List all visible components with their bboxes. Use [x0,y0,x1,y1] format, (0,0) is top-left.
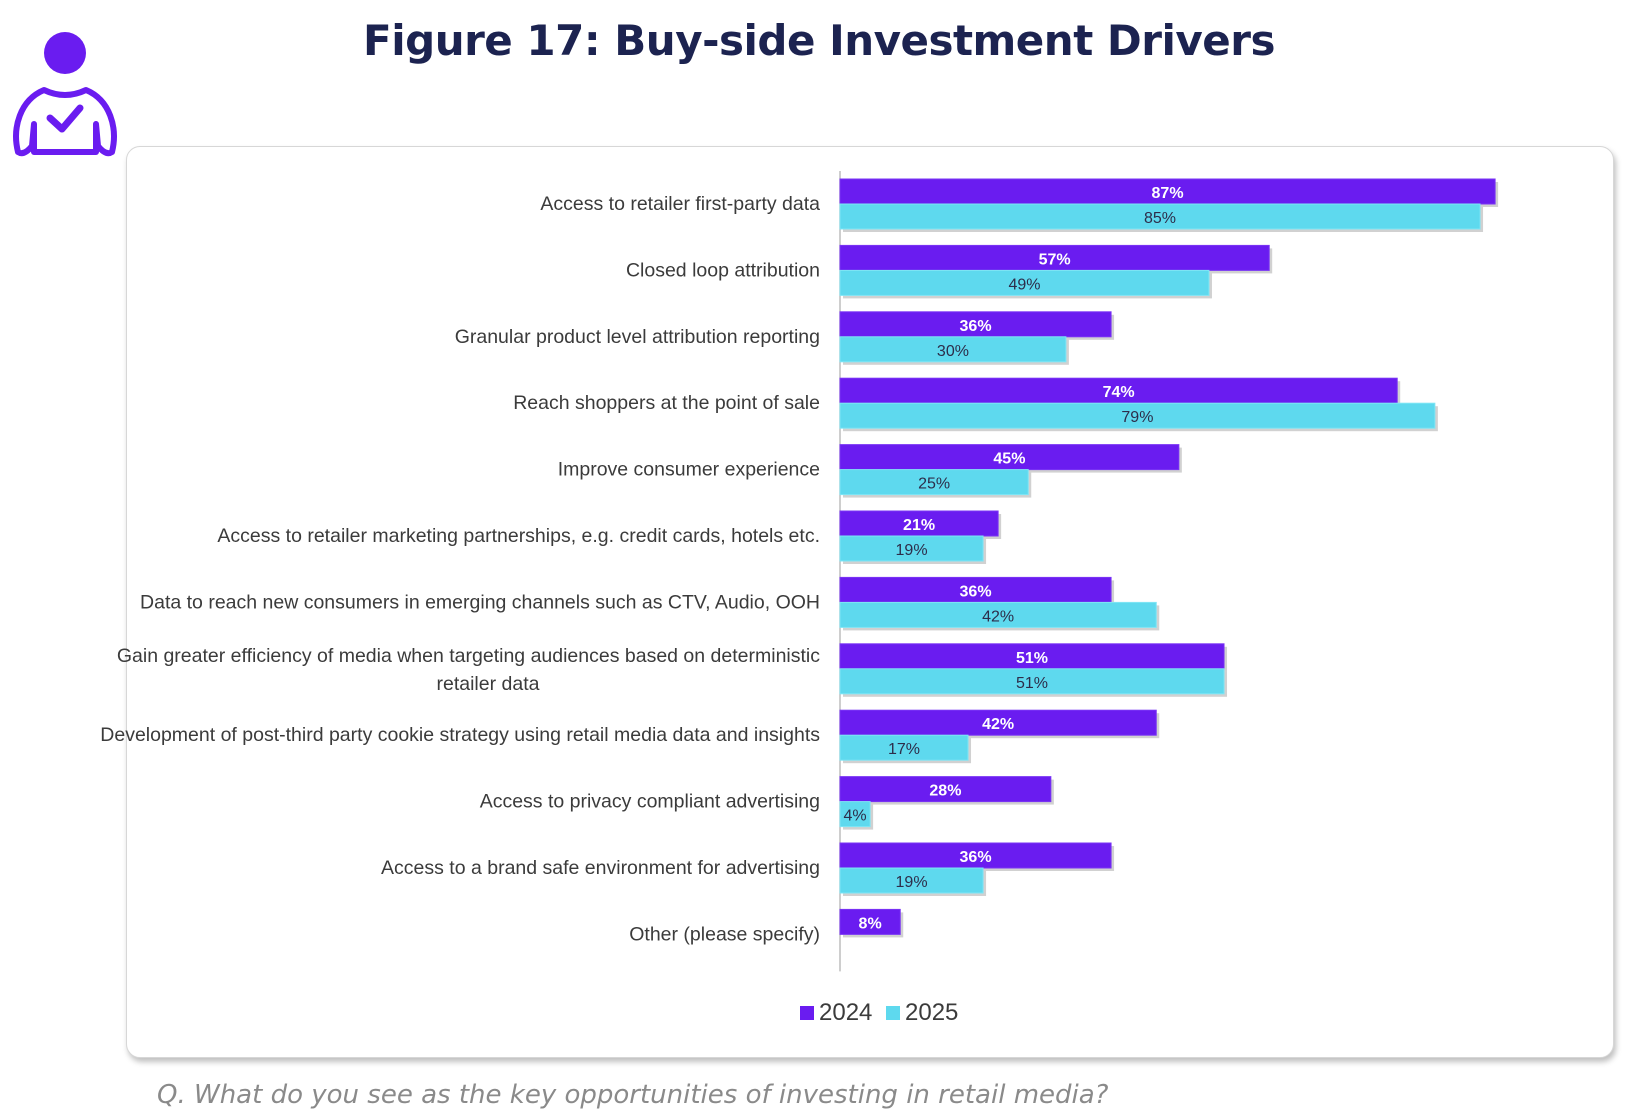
bar-2025 [839,867,984,894]
data-label: 85% [1144,210,1176,227]
bar-2024 [839,510,999,537]
data-label: 74% [1103,384,1135,401]
bar-2025 [839,203,1481,230]
data-label: 57% [1039,251,1071,268]
data-label: 42% [982,716,1014,733]
legend-label: 2024 [819,999,872,1026]
bar-2024 [839,244,1270,271]
category-label: Improve consumer experience [558,459,820,481]
category-label-line: retailer data [437,673,540,695]
category-label: Gain greater efficiency of media when ta… [117,645,820,695]
data-label: 79% [1121,409,1153,426]
bar-2024 [839,908,901,935]
bar-2025 [839,469,1029,496]
bar-2025 [839,269,1210,296]
bar-2025 [839,668,1225,695]
category-label-line: Gain greater efficiency of media when ta… [117,645,820,667]
bar-2025 [839,734,969,761]
person-check-icon [13,32,117,157]
data-label: 42% [982,608,1014,625]
bar-2024 [839,643,1225,670]
category-label: Data to reach new consumers in emerging … [140,591,820,613]
data-label: 19% [896,542,928,559]
data-label: 36% [960,849,992,866]
survey-question: Q. What do you see as the key opportunit… [157,1080,1109,1110]
category-label: Closed loop attribution [626,259,820,281]
bar-2024 [839,842,1112,869]
bar-2024 [839,311,1112,338]
data-label: 28% [929,783,961,800]
legend-swatch-2024 [800,1006,814,1020]
data-label: 21% [903,517,935,534]
category-label: Access to retailer first-party data [540,193,820,215]
legend-swatch-2025 [886,1006,900,1020]
category-label: Access to retailer marketing partnership… [217,525,820,547]
bar-2024 [839,178,1496,205]
bar-2024 [839,444,1180,471]
bar-2024 [839,576,1112,603]
data-label: 51% [1016,675,1048,692]
data-label: 19% [896,874,928,891]
data-label: 30% [937,343,969,360]
data-label: 17% [888,741,920,758]
bar-2024 [839,776,1052,803]
chart-title: Figure 17: Buy-side Investment Drivers [363,16,1275,65]
category-label: Reach shoppers at the point of sale [513,392,820,414]
bar-2025 [839,402,1436,429]
category-label: Access to a brand safe environment for a… [381,857,820,879]
legend-label: 2025 [905,999,958,1026]
category-label: Granular product level attribution repor… [455,326,820,348]
category-label: Other (please specify) [629,923,820,945]
bar-2025 [839,801,871,828]
category-label: Access to privacy compliant advertising [480,791,820,813]
data-label: 36% [960,583,992,600]
data-label: 36% [960,318,992,335]
category-label: Development of post-third party cookie s… [100,724,820,746]
data-label: 8% [859,915,882,932]
data-label: 49% [1008,276,1040,293]
data-label: 51% [1016,650,1048,667]
data-label: 4% [843,808,866,825]
data-label: 25% [918,476,950,493]
bar-2024 [839,709,1157,736]
bar-2025 [839,336,1067,363]
data-label: 87% [1152,185,1184,202]
bar-2024 [839,377,1398,404]
bar-2025 [839,535,984,562]
data-label: 45% [993,451,1025,468]
bar-2025 [839,601,1157,628]
